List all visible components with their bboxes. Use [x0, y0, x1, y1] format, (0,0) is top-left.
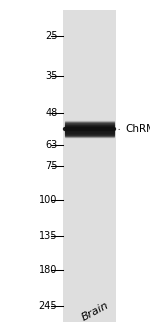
Text: Brain: Brain: [80, 300, 111, 322]
Text: 135: 135: [39, 230, 57, 240]
Text: 25: 25: [45, 31, 57, 41]
Text: 48: 48: [45, 108, 57, 118]
Text: 63: 63: [45, 140, 57, 150]
Text: 35: 35: [45, 71, 57, 81]
Polygon shape: [63, 10, 116, 322]
Text: 100: 100: [39, 195, 57, 205]
Text: 245: 245: [39, 301, 57, 311]
Text: ChRM2: ChRM2: [119, 124, 150, 134]
Text: 75: 75: [45, 161, 57, 171]
Text: 180: 180: [39, 265, 57, 275]
